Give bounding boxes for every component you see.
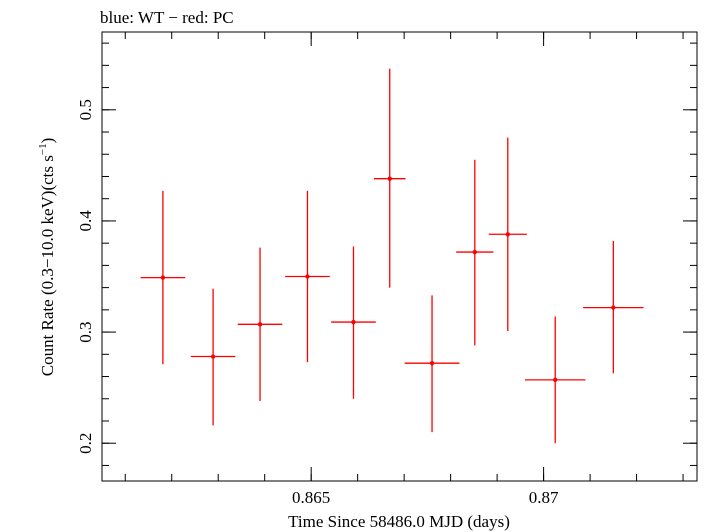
data-point [404, 295, 460, 433]
plot-frame [101, 31, 698, 482]
point-marker [472, 249, 478, 255]
data-point [331, 246, 376, 399]
point-marker [429, 360, 435, 366]
point-marker [210, 354, 216, 359]
axis-ticks [102, 32, 697, 481]
data-point [190, 288, 236, 426]
y-tick-label: 0.2 [76, 433, 95, 454]
point-marker [387, 176, 392, 181]
x-tick-label: 0.87 [529, 488, 559, 507]
y-axis-label-tail: ) [38, 138, 57, 144]
point-marker [305, 274, 310, 279]
data-point [237, 247, 283, 401]
y-tick-label: 0.5 [76, 99, 95, 120]
data-point [373, 68, 406, 288]
y-tick-label: 0.4 [76, 210, 95, 232]
y-axis-label: Count Rate (0.3−10.0 keV)(cts s−1) [37, 138, 57, 377]
data-point [285, 190, 330, 363]
data-points [140, 68, 644, 444]
point-marker [611, 305, 616, 310]
x-axis-label: Time Since 58486.0 MJD (days) [288, 512, 510, 531]
data-point [488, 137, 527, 331]
y-axis-label-main: Count Rate (0.3−10.0 keV)(cts s [38, 155, 57, 376]
data-point [140, 190, 186, 365]
data-point [583, 240, 644, 374]
point-marker [505, 232, 511, 237]
x-tick-label: 0.865 [292, 488, 330, 507]
point-marker [553, 377, 558, 383]
tick-labels: 0.865 0.87 0.2 0.3 0.4 0.5 [76, 99, 559, 507]
point-marker [257, 322, 263, 327]
chart-title: blue: WT − red: PC [100, 8, 234, 27]
y-axis-label-superscript: −1 [37, 143, 49, 155]
data-point [525, 316, 586, 444]
point-marker [351, 319, 356, 325]
y-tick-label: 0.3 [76, 321, 95, 342]
data-point [456, 159, 494, 346]
point-marker [160, 275, 166, 280]
